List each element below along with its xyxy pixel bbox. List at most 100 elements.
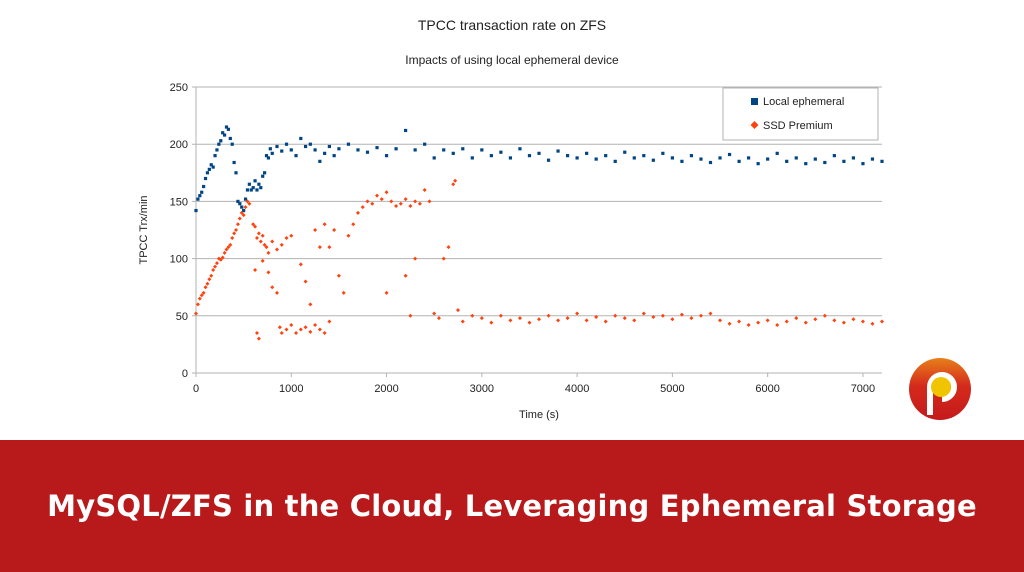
data-point bbox=[240, 205, 244, 209]
data-point bbox=[289, 322, 294, 327]
data-point bbox=[251, 222, 256, 227]
data-point bbox=[308, 329, 313, 334]
scatter-chart: TPCC transaction rate on ZFS Impacts of … bbox=[138, 17, 884, 421]
data-point bbox=[270, 285, 275, 290]
data-point bbox=[270, 151, 274, 155]
data-point bbox=[451, 151, 455, 155]
data-point bbox=[313, 148, 317, 152]
data-point bbox=[479, 316, 484, 321]
data-point bbox=[766, 157, 770, 161]
data-point bbox=[256, 336, 261, 341]
data-point bbox=[289, 148, 293, 152]
data-point bbox=[247, 182, 251, 186]
data-point bbox=[317, 245, 322, 250]
data-point bbox=[404, 128, 408, 133]
data-point bbox=[327, 319, 332, 324]
data-point bbox=[718, 318, 723, 323]
data-point bbox=[256, 231, 261, 236]
data-point bbox=[245, 199, 250, 204]
data-point bbox=[205, 281, 210, 286]
data-point bbox=[384, 190, 389, 195]
data-point bbox=[642, 154, 646, 158]
data-point bbox=[230, 236, 235, 241]
axes: 0 50 100 150 200 250 0 1000 2000 3000 4000 5000 6000… bbox=[170, 82, 876, 395]
data-point bbox=[498, 313, 503, 318]
data-point bbox=[575, 311, 580, 316]
data-point bbox=[489, 320, 494, 325]
data-point bbox=[708, 311, 713, 316]
data-point bbox=[375, 193, 380, 198]
data-point bbox=[537, 317, 541, 322]
data-point bbox=[268, 147, 272, 151]
data-point bbox=[238, 202, 242, 206]
series-ssd-premium bbox=[194, 178, 884, 341]
data-point bbox=[332, 228, 337, 232]
data-point bbox=[346, 142, 351, 146]
data-point bbox=[813, 157, 817, 161]
data-point bbox=[436, 316, 441, 321]
data-point bbox=[594, 157, 598, 161]
data-point bbox=[661, 151, 665, 155]
data-point bbox=[336, 273, 341, 278]
data-point bbox=[258, 239, 263, 244]
data-point bbox=[379, 197, 384, 202]
data-point bbox=[224, 247, 229, 252]
data-point bbox=[613, 159, 617, 163]
data-point bbox=[394, 203, 399, 208]
data-point bbox=[308, 302, 313, 307]
data-point bbox=[413, 148, 417, 152]
data-point bbox=[480, 148, 484, 152]
y-tick-label: 250 bbox=[170, 82, 188, 94]
data-point bbox=[217, 142, 221, 146]
data-point bbox=[356, 148, 360, 152]
data-point bbox=[613, 313, 618, 318]
gridlines bbox=[192, 86, 882, 374]
data-point bbox=[832, 318, 837, 323]
data-point bbox=[365, 150, 370, 154]
data-point bbox=[263, 171, 267, 175]
data-point bbox=[249, 188, 253, 192]
data-point bbox=[327, 245, 332, 250]
data-point bbox=[508, 318, 513, 323]
data-point bbox=[556, 149, 560, 153]
data-point bbox=[585, 151, 589, 155]
data-point bbox=[274, 290, 279, 295]
data-point bbox=[565, 316, 570, 321]
banner-title: MySQL/ZFS in the Cloud, Leveraging Ephem… bbox=[47, 489, 977, 523]
data-point bbox=[298, 262, 303, 267]
data-point bbox=[408, 313, 413, 318]
data-point bbox=[584, 318, 589, 323]
data-point bbox=[226, 127, 230, 131]
data-point bbox=[209, 163, 213, 167]
data-point bbox=[251, 186, 255, 190]
data-point bbox=[253, 179, 257, 183]
x-tick-label: 3000 bbox=[470, 383, 494, 395]
data-point bbox=[360, 205, 365, 210]
data-point bbox=[632, 318, 637, 323]
data-point bbox=[632, 156, 636, 160]
data-point bbox=[203, 285, 208, 290]
data-point bbox=[270, 239, 275, 244]
data-point bbox=[860, 319, 865, 324]
data-point bbox=[546, 158, 551, 162]
data-point bbox=[565, 154, 570, 158]
data-point bbox=[365, 199, 370, 204]
data-point bbox=[242, 208, 246, 213]
data-point bbox=[604, 154, 608, 158]
data-point bbox=[199, 293, 204, 298]
data-point bbox=[727, 321, 732, 326]
data-point bbox=[243, 205, 248, 210]
data-point bbox=[253, 268, 258, 273]
data-point bbox=[332, 154, 336, 158]
x-axis-label: Time (s) bbox=[519, 409, 559, 421]
x-tick-label: 4000 bbox=[565, 383, 589, 395]
data-point bbox=[832, 154, 836, 158]
data-point bbox=[214, 261, 219, 266]
data-point bbox=[253, 224, 258, 229]
data-point bbox=[289, 233, 294, 238]
series-local-ephemeral bbox=[194, 125, 884, 213]
data-point bbox=[346, 233, 351, 238]
data-point bbox=[453, 178, 458, 183]
data-point bbox=[698, 313, 703, 318]
data-point bbox=[257, 182, 261, 186]
